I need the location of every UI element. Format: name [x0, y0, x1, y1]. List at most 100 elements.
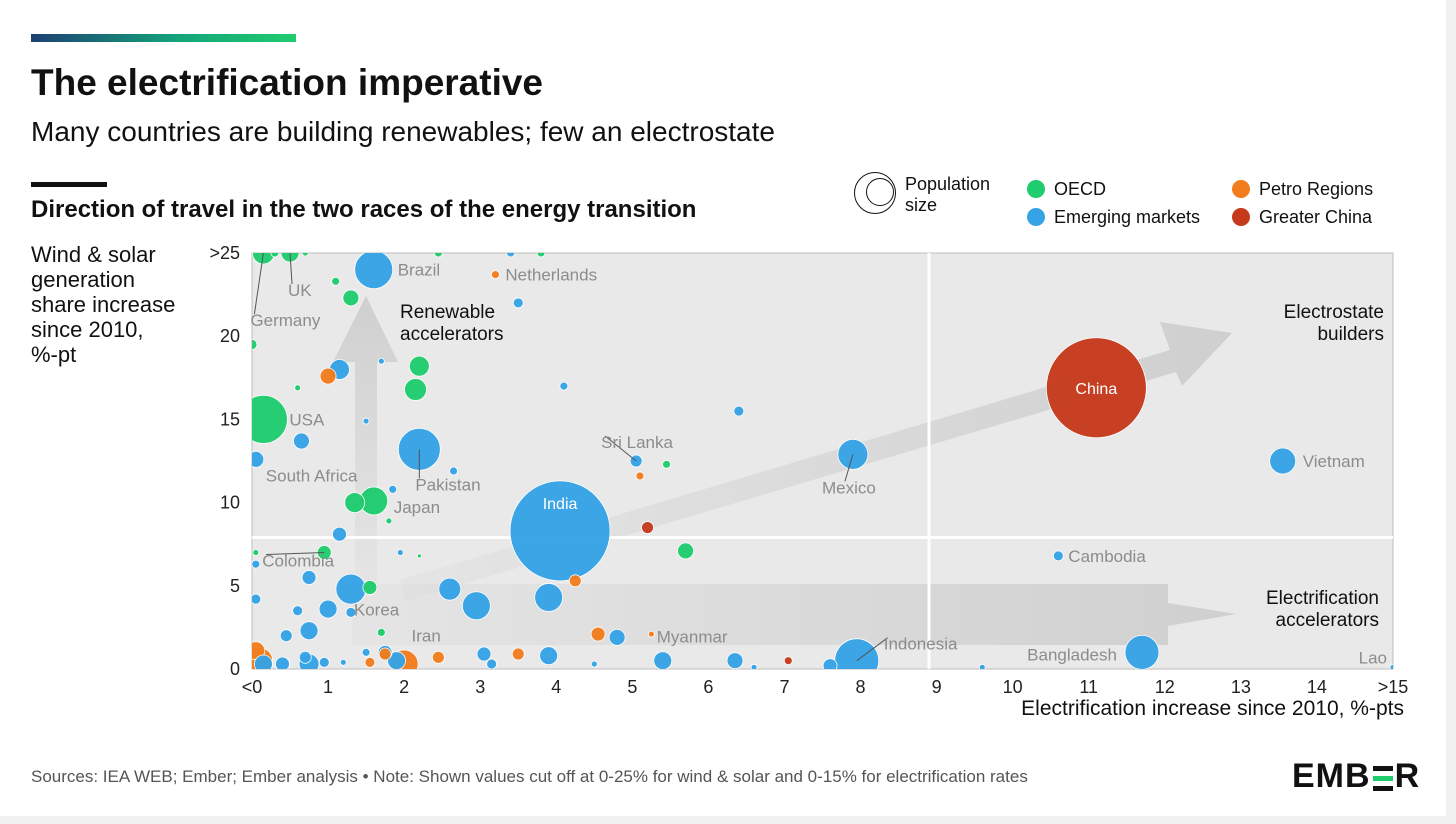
leader-line [253, 252, 264, 315]
data-point [292, 605, 304, 617]
data-point [635, 471, 645, 481]
legend-china-label: Greater China [1259, 207, 1373, 227]
y-tick-label: >25 [209, 243, 240, 263]
data-point [293, 432, 310, 450]
y-tick-label: 10 [220, 493, 240, 513]
x-tick-label: 6 [703, 677, 713, 697]
data-point [590, 660, 598, 668]
data-point [433, 253, 443, 258]
legend-emerging-swatch [1027, 208, 1045, 226]
x-tick-label: 2 [399, 677, 409, 697]
ember-logo: EMBER [1292, 757, 1421, 795]
label-pakistan: Pakistan [415, 475, 480, 494]
data-point [559, 381, 569, 391]
data-point [319, 367, 337, 385]
quadrant-label: builders [1317, 324, 1384, 345]
data-point [783, 656, 793, 666]
x-tick-label: 11 [1079, 677, 1098, 697]
x-tick-label: <0 [242, 677, 263, 697]
point-myanmar [653, 651, 673, 669]
point-bangladesh [1124, 634, 1160, 669]
quadrant-label: accelerators [400, 324, 504, 345]
divider [31, 182, 107, 187]
y-axis-label-line: Wind & solar [31, 242, 156, 267]
data-point [377, 357, 385, 365]
data-point [318, 656, 330, 668]
label-germany: Germany [250, 311, 320, 330]
data-point [252, 549, 260, 556]
data-point [408, 355, 430, 377]
data-point [539, 646, 559, 666]
y-axis: 0 5 10 15 20 >25 [209, 243, 240, 679]
data-point [362, 417, 370, 425]
y-tick-label: 0 [230, 659, 240, 679]
x-tick-label: >15 [1378, 677, 1409, 697]
label-colombia: Colombia [262, 552, 334, 571]
data-point [404, 378, 427, 401]
data-point [506, 253, 516, 258]
legend-population-line: Population [905, 174, 991, 194]
legend-population-line: size [905, 195, 938, 215]
x-tick-label: 13 [1231, 677, 1251, 697]
x-tick-label: 3 [475, 677, 485, 697]
chart-heading: Direction of travel in the two races of … [31, 196, 697, 223]
population-size-icon [854, 172, 896, 214]
point-vietnam [1269, 447, 1297, 475]
point-south-africa [252, 450, 265, 468]
data-point [378, 647, 392, 661]
legend-petro-label: Petro Regions [1259, 179, 1374, 199]
data-point [641, 521, 654, 534]
y-tick-label: 20 [220, 326, 240, 346]
data-point [301, 570, 317, 585]
point-cambodia [1052, 550, 1064, 562]
data-point [608, 628, 626, 646]
quadrant-label: Electrostate [1284, 302, 1384, 323]
x-axis: <0 1 2 3 4 5 6 7 8 9 10 11 12 13 14 >15 [242, 677, 1409, 697]
y-tick-label: 15 [220, 409, 240, 429]
data-point [647, 630, 655, 638]
point-china [1045, 337, 1147, 439]
data-point [299, 621, 319, 641]
legend-population-label: Population size [905, 174, 990, 216]
point-labels: China India Vietnam Mexico Cambodia Banglades… [250, 261, 1387, 668]
data-point [512, 297, 524, 309]
point-brazil [354, 253, 394, 290]
scatter-chart: China India Vietnam Mexico Cambodia Banglades… [209, 243, 1409, 720]
data-point [331, 276, 341, 286]
data-point [568, 574, 582, 588]
label-myanmar: Myanmar [657, 628, 728, 647]
data-point [726, 652, 744, 669]
label-iran: Iran [412, 627, 441, 646]
legend-emerging-label: Emerging markets [1054, 207, 1201, 227]
label-vietnam: Vietnam [1303, 452, 1365, 471]
label-cambodia: Cambodia [1068, 547, 1146, 566]
point-usa [252, 395, 288, 444]
sources-note: Sources: IEA WEB; Ember; Ember analysis … [31, 767, 1028, 786]
label-bangladesh: Bangladesh [1027, 645, 1117, 664]
page-title: The electrification imperative [31, 62, 544, 103]
label-uk: UK [288, 281, 312, 300]
page-subtitle: Many countries are building renewables; … [31, 116, 775, 147]
x-tick-label: 9 [932, 677, 942, 697]
point-india [509, 480, 611, 582]
y-axis-label-line: generation [31, 267, 135, 292]
data-point [361, 647, 371, 657]
data-point [396, 549, 404, 556]
data-point [662, 459, 671, 469]
data-point [301, 253, 309, 257]
data-point [733, 405, 745, 417]
point-germany [252, 253, 275, 265]
x-tick-label: 8 [856, 677, 866, 697]
y-axis-label-line: %-pt [31, 342, 77, 367]
data-point [252, 593, 262, 605]
data-point [511, 647, 525, 661]
data-point [750, 663, 758, 669]
points [252, 253, 1393, 669]
data-point [536, 253, 546, 258]
data-point [431, 650, 445, 664]
y-axis-label: Wind & solar generation share increase s… [31, 242, 211, 367]
data-point [332, 526, 347, 542]
x-tick-label: 1 [323, 677, 333, 697]
data-point [416, 553, 422, 559]
